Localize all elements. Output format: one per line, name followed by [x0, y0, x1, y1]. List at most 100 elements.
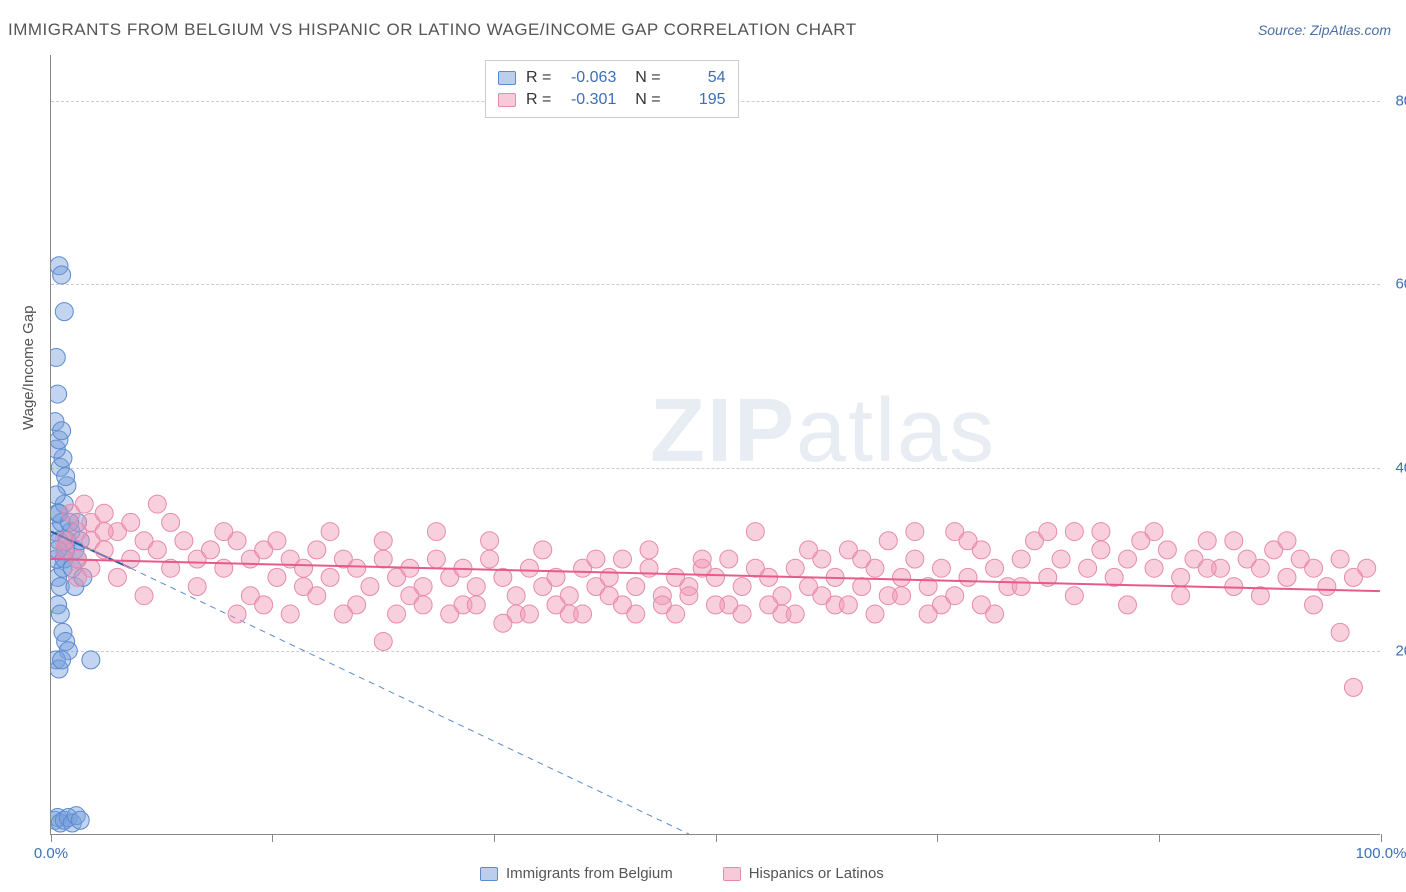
data-point	[467, 578, 485, 596]
data-point	[467, 596, 485, 614]
y-tick-label: 80.0%	[1395, 92, 1406, 109]
chart-plot-area: 20.0%40.0%60.0%80.0%0.0%100.0%	[50, 55, 1380, 835]
projection-line	[131, 568, 689, 834]
swatch-icon	[723, 867, 741, 881]
data-point	[680, 587, 698, 605]
data-point	[720, 550, 738, 568]
data-point	[188, 578, 206, 596]
data-point	[1118, 550, 1136, 568]
data-point	[906, 550, 924, 568]
chart-svg	[51, 55, 1380, 834]
data-point	[1052, 550, 1070, 568]
x-tick	[272, 834, 273, 842]
swatch-icon	[498, 71, 516, 85]
data-point	[1198, 559, 1216, 577]
n-label: N =	[626, 69, 660, 87]
y-tick-label: 60.0%	[1395, 276, 1406, 293]
r-value: -0.063	[561, 69, 616, 87]
x-tick	[716, 834, 717, 842]
data-point	[51, 605, 69, 623]
data-point	[82, 651, 100, 669]
data-point	[534, 541, 552, 559]
data-point	[1172, 587, 1190, 605]
data-point	[148, 541, 166, 559]
data-point	[215, 559, 233, 577]
n-label: N =	[626, 91, 660, 109]
data-point	[361, 578, 379, 596]
data-point	[1092, 523, 1110, 541]
data-point	[53, 651, 71, 669]
data-point	[1012, 550, 1030, 568]
data-point	[919, 605, 937, 623]
data-point	[53, 266, 71, 284]
data-point	[308, 541, 326, 559]
data-point	[494, 614, 512, 632]
data-point	[786, 605, 804, 623]
data-point	[786, 559, 804, 577]
data-point	[1012, 578, 1030, 596]
data-point	[707, 596, 725, 614]
data-point	[1092, 541, 1110, 559]
data-point	[932, 559, 950, 577]
data-point	[321, 523, 339, 541]
data-point	[1278, 568, 1296, 586]
data-point	[148, 495, 166, 513]
data-point	[427, 550, 445, 568]
data-point	[959, 532, 977, 550]
data-point	[813, 587, 831, 605]
data-point	[1331, 623, 1349, 641]
data-point	[1118, 596, 1136, 614]
data-point	[55, 532, 73, 550]
data-point	[1305, 596, 1323, 614]
data-point	[746, 523, 764, 541]
data-point	[295, 559, 313, 577]
data-point	[201, 541, 219, 559]
data-point	[51, 385, 67, 403]
data-point	[733, 605, 751, 623]
x-tick-label: 100.0%	[1356, 845, 1406, 862]
data-point	[627, 578, 645, 596]
data-point	[1331, 550, 1349, 568]
data-point	[95, 523, 113, 541]
r-value: -0.301	[561, 91, 616, 109]
data-point	[574, 605, 592, 623]
data-point	[733, 578, 751, 596]
data-point	[1225, 532, 1243, 550]
data-point	[374, 532, 392, 550]
data-point	[1344, 678, 1362, 696]
data-point	[1305, 559, 1323, 577]
data-point	[986, 559, 1004, 577]
data-point	[55, 303, 73, 321]
data-point	[75, 495, 93, 513]
data-point	[693, 550, 711, 568]
data-point	[600, 568, 618, 586]
data-point	[334, 605, 352, 623]
data-point	[481, 550, 499, 568]
data-point	[746, 559, 764, 577]
data-point	[268, 532, 286, 550]
n-value: 54	[671, 69, 726, 87]
data-point	[959, 568, 977, 586]
data-point	[82, 559, 100, 577]
data-point	[520, 559, 538, 577]
data-point	[1251, 559, 1269, 577]
swatch-icon	[498, 93, 516, 107]
legend-label: Immigrants from Belgium	[506, 865, 673, 882]
stats-row: R = -0.301 N = 195	[498, 89, 726, 111]
data-point	[441, 605, 459, 623]
legend-label: Hispanics or Latinos	[749, 865, 884, 882]
data-point	[122, 513, 140, 531]
data-point	[57, 468, 75, 486]
y-axis-label: Wage/Income Gap	[20, 305, 37, 430]
data-point	[1278, 532, 1296, 550]
data-point	[972, 596, 990, 614]
swatch-icon	[480, 867, 498, 881]
data-point	[613, 550, 631, 568]
x-tick	[51, 834, 52, 842]
data-point	[879, 532, 897, 550]
data-point	[108, 568, 126, 586]
x-tick	[1159, 834, 1160, 842]
data-point	[547, 596, 565, 614]
data-point	[839, 596, 857, 614]
data-point	[1198, 532, 1216, 550]
